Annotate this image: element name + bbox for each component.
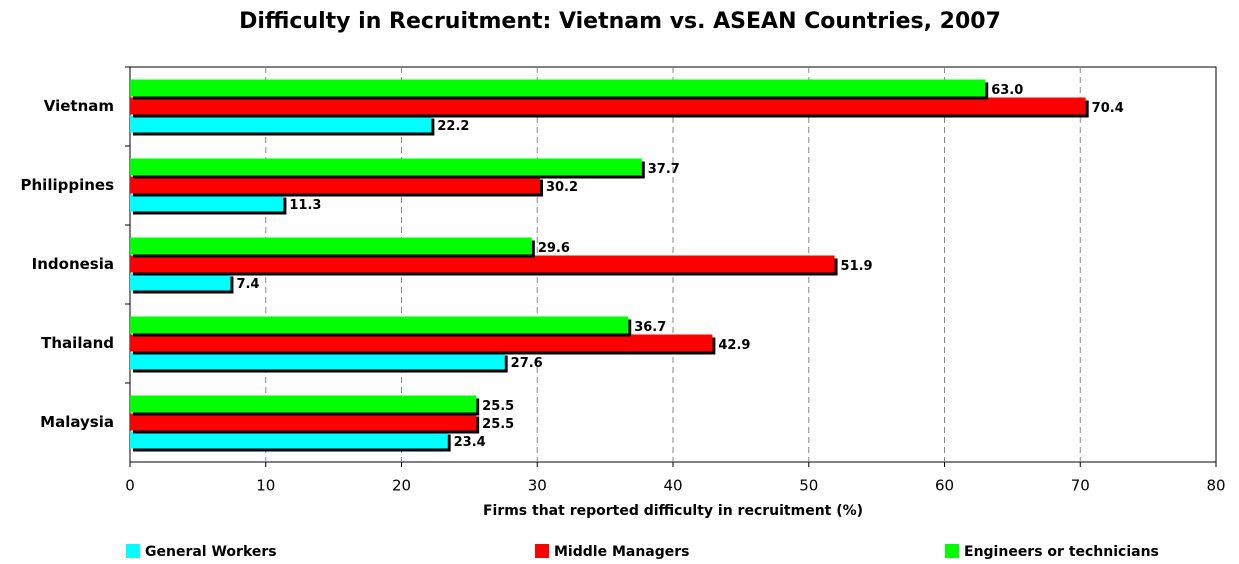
x-tick-label: 60 [935, 477, 954, 495]
bar [130, 79, 986, 97]
value-label: 51.9 [841, 259, 873, 274]
x-tick-label: 0 [125, 477, 135, 495]
bar [130, 413, 477, 431]
value-label: 27.6 [511, 356, 543, 371]
bar [130, 115, 432, 133]
y-tick-label: Vietnam [44, 97, 114, 115]
value-label: 22.2 [437, 119, 469, 134]
bar [130, 158, 642, 176]
legend-label: Engineers or technicians [964, 544, 1159, 560]
value-label: 25.5 [482, 417, 514, 432]
bar [130, 334, 713, 352]
y-tick-label: Philippines [21, 176, 115, 194]
value-label: 11.3 [289, 198, 321, 213]
y-tick-label: Thailand [41, 334, 114, 352]
bar [130, 316, 629, 334]
value-label: 37.7 [648, 162, 680, 177]
x-tick-label: 20 [392, 477, 411, 495]
value-label: 63.0 [991, 83, 1023, 98]
value-label: 29.6 [538, 241, 570, 256]
legend-label: General Workers [145, 544, 277, 560]
bar [130, 352, 505, 370]
legend-label: Middle Managers [554, 544, 690, 560]
value-label: 30.2 [546, 180, 578, 195]
bar [130, 273, 231, 291]
y-tick-label: Malaysia [40, 413, 114, 431]
legend-swatch [535, 544, 549, 558]
x-tick-label: 80 [1206, 477, 1225, 495]
bar [130, 237, 532, 255]
legend-swatch [945, 544, 959, 558]
value-label: 23.4 [454, 435, 486, 450]
value-label: 7.4 [236, 277, 259, 292]
value-label: 25.5 [482, 399, 514, 414]
bar [130, 395, 477, 413]
bar [130, 194, 284, 212]
x-tick-label: 70 [1071, 477, 1090, 495]
x-axis-label: Firms that reported difficulty in recrui… [483, 503, 863, 519]
bar [130, 431, 448, 449]
value-label: 70.4 [1092, 101, 1124, 116]
bar [130, 255, 835, 273]
bar [130, 97, 1086, 115]
x-tick-label: 10 [256, 477, 275, 495]
value-label: 42.9 [718, 338, 750, 353]
y-tick-label: Indonesia [32, 255, 114, 273]
bar [130, 176, 540, 194]
x-tick-label: 50 [799, 477, 818, 495]
legend-swatch [126, 544, 140, 558]
x-tick-label: 30 [528, 477, 547, 495]
chart-title: Difficulty in Recruitment: Vietnam vs. A… [239, 9, 1001, 34]
x-tick-label: 40 [663, 477, 682, 495]
value-label: 36.7 [634, 320, 666, 335]
